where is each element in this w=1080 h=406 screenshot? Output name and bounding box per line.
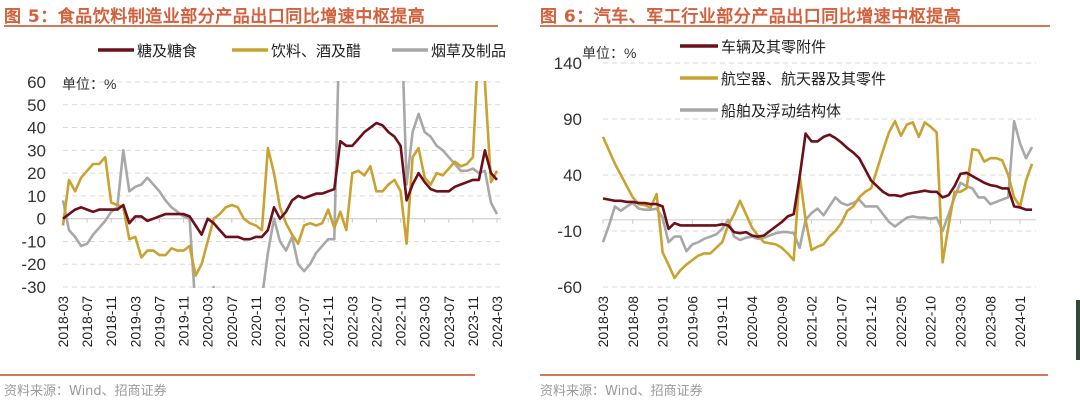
y-tick-label: 40	[563, 166, 582, 185]
y-tick-label: -10	[557, 222, 582, 241]
title-rule	[540, 25, 1050, 27]
legend-label: 烟草及制品	[431, 43, 506, 60]
x-tick-label: 2019-11	[176, 296, 192, 347]
series-line-2	[61, 81, 499, 277]
chart-title: 图 5：食品饮料制造业部分产品出口同比增速中枢提高	[4, 7, 426, 27]
legend-label: 糖及糖食	[137, 43, 197, 60]
bottom-rule	[540, 374, 1048, 376]
x-tick-label: 2018-07	[79, 296, 95, 348]
left-panel: 图 5：食品饮料制造业部分产品出口同比增速中枢提高 60 50 40 30 20 10 0 -…	[0, 0, 536, 406]
y-tick-label: 90	[563, 110, 582, 129]
x-tick-label: 2020-03	[200, 296, 216, 348]
y-tick-label: 60	[27, 73, 46, 92]
legend-label: 船舶及浮动结构体	[721, 103, 841, 120]
y-tick-label: 0	[37, 210, 46, 229]
series-line-3	[601, 119, 1034, 253]
x-tick-label: 2018-03	[595, 296, 611, 348]
x-tick-label: 2024-01	[1012, 296, 1028, 348]
x-tick-label: 2018-11	[103, 296, 119, 347]
y-tick-label: 50	[27, 96, 46, 115]
right-panel: 图 6：汽车、军工行业部分产品出口同比增速中枢提高 140 90 40 -10 -60 2…	[540, 0, 1080, 406]
series-line-2	[601, 119, 1034, 280]
x-tick-label: 2022-03	[344, 296, 360, 348]
title-rule	[4, 25, 498, 27]
x-tick-label: 2018-08	[625, 296, 641, 348]
x-tick-label: 2018-03	[55, 296, 71, 348]
x-tick-label: 2019-01	[655, 296, 671, 348]
x-tick-label: 2021-07	[296, 296, 312, 348]
unit-label: 单位：%	[582, 45, 636, 61]
x-tick-label: 2023-11	[465, 296, 481, 347]
series-line-1	[62, 121, 498, 241]
y-tick-label: 10	[27, 187, 46, 206]
x-tick-label: 2022-05	[893, 296, 909, 348]
x-tick-label: 2021-03	[272, 296, 288, 348]
x-tick-label: 2020-07	[224, 296, 240, 348]
chart-food-beverage: 60 50 40 30 20 10 0 -10 -20 -30 2018-03 2018-07 2018…	[21, 43, 506, 348]
x-tick-label: 2023-07	[441, 296, 457, 348]
bottom-rule	[0, 374, 475, 376]
x-tick-label: 2022-11	[393, 296, 409, 347]
x-tick-label: 2021-12	[863, 296, 879, 348]
legend-label: 航空器、航天器及其零件	[721, 71, 886, 88]
x-tick-label: 2021-02	[804, 296, 820, 348]
y-tick-label: -20	[21, 255, 46, 274]
source-note: 资料来源：Wind、招商证券	[4, 384, 167, 399]
legend-label: 车辆及其零附件	[721, 39, 826, 56]
x-tick-label: 2023-08	[982, 296, 998, 348]
chart-title: 图 6：汽车、军工行业部分产品出口同比增速中枢提高	[540, 7, 962, 27]
edge-strip	[1076, 300, 1080, 360]
y-tick-label: 30	[27, 141, 46, 160]
x-tick-label: 2020-11	[248, 296, 264, 347]
chart-auto-military: 140 90 40 -10 -60 2018-03 2018-08 2019-01 2019-0…	[554, 39, 1036, 348]
x-tick-label: 2021-11	[320, 296, 336, 347]
legend-label: 饮料、酒及醋	[271, 43, 361, 60]
y-tick-label: 40	[27, 119, 46, 138]
x-tick-label: 2024-03	[489, 296, 505, 348]
y-tick-label: -30	[21, 278, 46, 297]
x-tick-label: 2021-07	[833, 296, 849, 348]
x-tick-label: 2019-03	[127, 296, 143, 348]
x-tick-label: 2023-03	[953, 296, 969, 348]
x-tick-label: 2019-07	[151, 296, 167, 348]
series-line-1	[602, 132, 1032, 238]
y-tick-label: 140	[554, 54, 582, 73]
x-tick-label: 2023-03	[417, 296, 433, 348]
unit-label: 单位：%	[62, 76, 116, 92]
x-tick-label: 2020-09	[774, 296, 790, 348]
y-tick-label: -10	[21, 232, 46, 251]
x-tick-label: 2019-11	[714, 296, 730, 347]
y-tick-label: 20	[27, 164, 46, 183]
x-tick-label: 2020-04	[744, 296, 760, 348]
x-tick-label: 2022-10	[923, 296, 939, 348]
series-line-3	[61, 81, 499, 288]
x-tick-label: 2022-07	[368, 296, 384, 348]
x-tick-label: 2019-06	[684, 296, 700, 348]
source-note: 资料来源：Wind、招商证券	[540, 384, 703, 399]
y-tick-label: -60	[557, 278, 582, 297]
